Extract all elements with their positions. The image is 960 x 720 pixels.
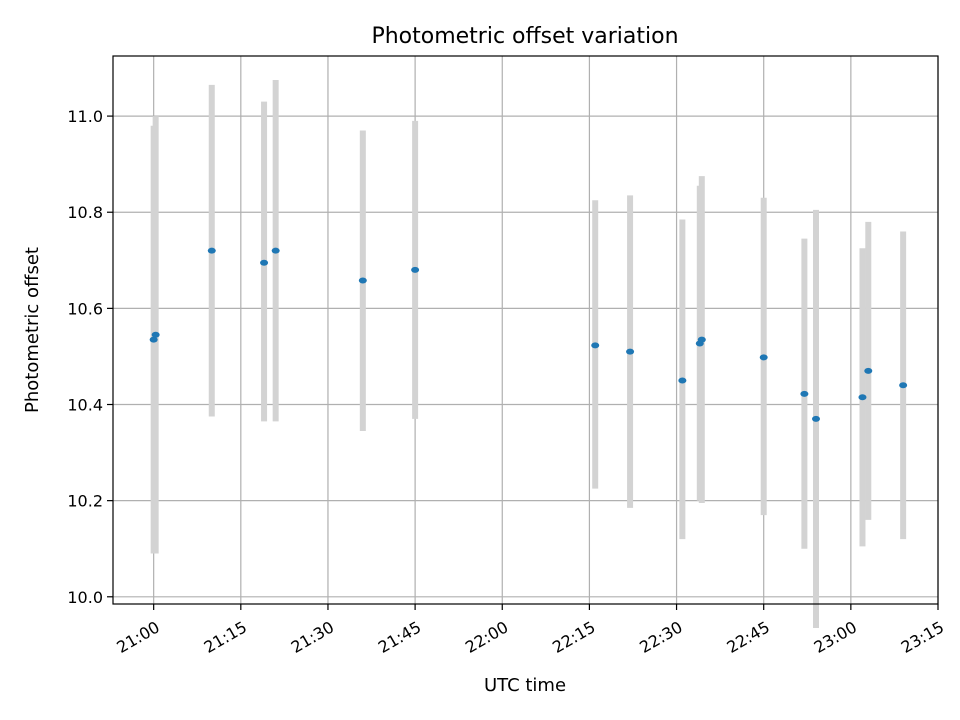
data-point (864, 367, 873, 374)
data-point (626, 348, 635, 355)
plot-frame (112, 55, 939, 605)
data-point (207, 247, 216, 254)
y-tick-label: 10.6 (67, 299, 103, 318)
data-point (800, 390, 809, 397)
data-point (260, 259, 269, 266)
y-tick-label: 10.2 (67, 492, 103, 511)
chart-title: Photometric offset variation (371, 24, 678, 49)
x-tick-label: 21:00 (113, 617, 162, 657)
x-tick-label: 23:15 (898, 617, 947, 657)
y-tick-label: 10.0 (67, 588, 103, 607)
y-tick-label: 11.0 (67, 107, 103, 126)
data-point (759, 354, 768, 361)
x-tick-label: 22:00 (462, 617, 511, 657)
data-point (358, 277, 367, 284)
x-tick-label: 22:30 (636, 617, 685, 657)
x-tick-label: 22:15 (549, 617, 598, 657)
y-axis-label: Photometric offset (22, 247, 43, 413)
data-point (149, 336, 158, 343)
errorbar-layer (150, 80, 907, 629)
x-tick-label: 21:15 (201, 617, 250, 657)
x-tick-label: 21:30 (288, 617, 337, 657)
data-point (411, 266, 420, 273)
data-point (697, 336, 706, 343)
data-point (811, 415, 820, 422)
data-point (678, 377, 687, 384)
point-layer (149, 247, 908, 422)
grid-layer (113, 56, 939, 604)
data-point (858, 394, 867, 401)
x-tick-label: 21:45 (375, 617, 424, 657)
data-point (591, 342, 600, 349)
y-tick-label: 10.4 (67, 396, 103, 415)
data-point (151, 331, 160, 338)
x-axis-label: UTC time (484, 675, 566, 696)
x-tick-label: 22:45 (723, 617, 772, 657)
data-point (899, 382, 908, 389)
y-tick-label: 10.8 (67, 203, 103, 222)
data-point (271, 247, 280, 254)
